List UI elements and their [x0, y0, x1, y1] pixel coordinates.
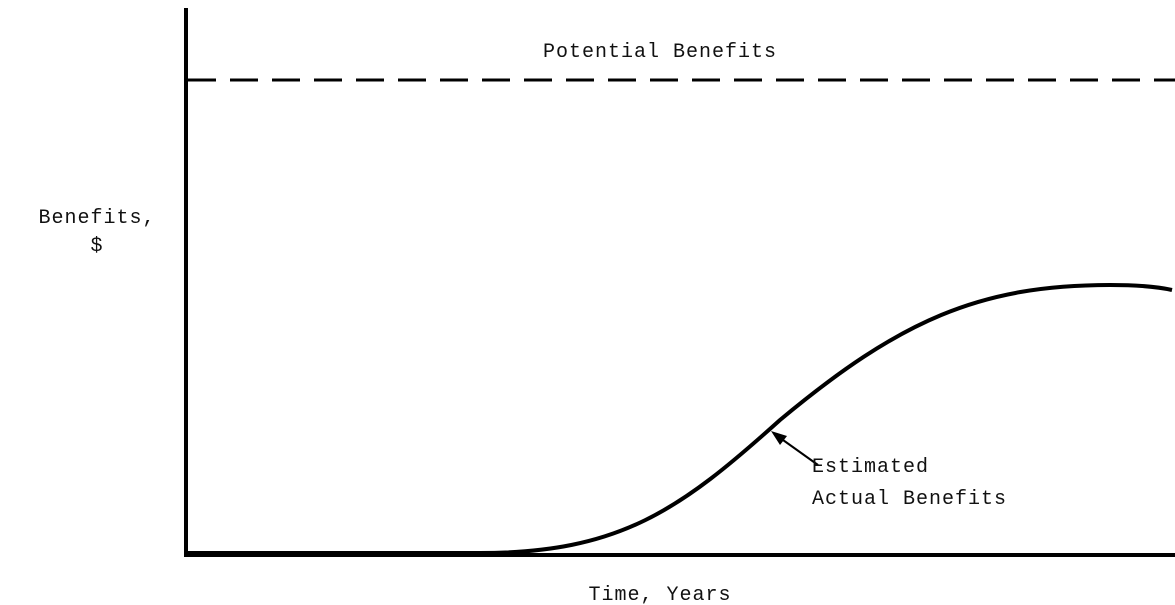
- arrow-head: [771, 431, 787, 445]
- y-axis-label: Benefits,: [38, 207, 155, 230]
- annotation: Actual Benefits: [812, 488, 1007, 511]
- y-axis-label: $: [90, 235, 103, 258]
- actual-curve: [188, 282, 1173, 555]
- annotation: Estimated: [812, 456, 929, 479]
- x-axis-label: Time, Years: [588, 584, 731, 605]
- series-label: Potential Benefits: [543, 41, 777, 64]
